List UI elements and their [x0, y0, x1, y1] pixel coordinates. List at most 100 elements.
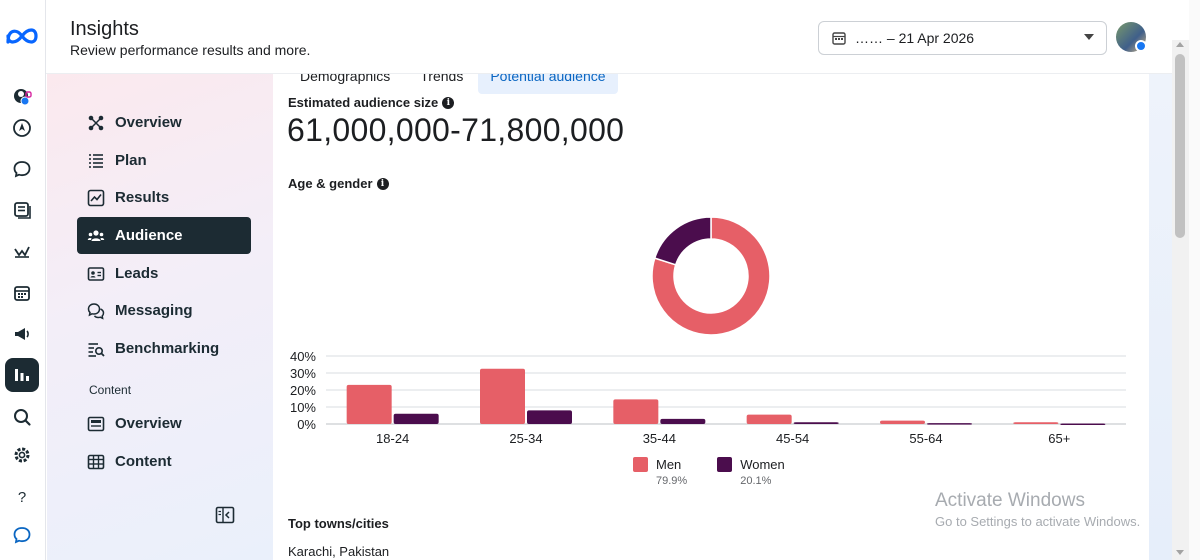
- content-scrollbar[interactable]: [1172, 40, 1189, 560]
- scroll-thumb[interactable]: [1175, 54, 1185, 238]
- bar-women-25-34[interactable]: [527, 410, 572, 424]
- id-card-icon: [87, 265, 105, 283]
- audience-tabs: Demographics Trends Potential audience: [285, 74, 618, 94]
- date-range-text: …… – 21 Apr 2026: [855, 30, 975, 46]
- tab-potential-audience[interactable]: Potential audience: [478, 74, 618, 94]
- y-tick-label: 30%: [290, 366, 316, 381]
- list-icon: [87, 152, 105, 170]
- content-overview-icon: [87, 415, 105, 433]
- global-nav-rail: ?: [0, 0, 46, 560]
- legend-swatch-men: [633, 457, 648, 472]
- town-item: Karachi, Pakistan: [288, 544, 390, 559]
- estimated-size-heading: Estimated audience size i: [288, 95, 455, 110]
- settings-icon[interactable]: [5, 438, 39, 472]
- bar-men-18-24[interactable]: [346, 384, 392, 424]
- section-label-content: Content: [89, 383, 132, 397]
- sidebar-item-leads[interactable]: Leads: [77, 255, 251, 292]
- sidebar-item-benchmarking[interactable]: Benchmarking: [77, 330, 251, 367]
- x-tick-label: 35-44: [643, 431, 676, 446]
- chart-legend: Men 79.9% Women 20.1%: [633, 457, 785, 487]
- top-towns-heading: Top towns/cities: [288, 516, 389, 531]
- sidebar-item-content[interactable]: Content: [77, 443, 251, 480]
- legend-pct-women: 20.1%: [740, 475, 772, 487]
- activate-windows-title: Activate Windows: [935, 490, 1085, 511]
- pages-icon[interactable]: [5, 193, 39, 227]
- calendar-icon: [832, 32, 846, 45]
- bar-men-65+[interactable]: [1013, 422, 1059, 424]
- bar-women-35-44[interactable]: [660, 418, 706, 424]
- megaphone-icon[interactable]: [5, 317, 39, 351]
- insights-icon[interactable]: [5, 358, 39, 392]
- estimated-size-label: Estimated audience size: [288, 95, 439, 110]
- search-icon[interactable]: [5, 400, 39, 434]
- gender-donut-chart: [651, 216, 771, 336]
- bar-men-35-44[interactable]: [613, 399, 659, 424]
- sidebar-item-messaging[interactable]: Messaging: [77, 292, 251, 329]
- date-range-picker[interactable]: …… – 21 Apr 2026: [818, 21, 1107, 55]
- feedback-icon[interactable]: [5, 518, 39, 552]
- x-tick-label: 65+: [1048, 431, 1070, 446]
- info-icon[interactable]: i: [376, 177, 389, 190]
- legend-item-men[interactable]: Men 79.9%: [633, 457, 687, 487]
- line-chart-icon: [87, 189, 105, 207]
- legend-pct-men: 79.9%: [656, 475, 688, 487]
- pie-slice-men[interactable]: [651, 216, 771, 336]
- page-subtitle: Review performance results and more.: [70, 42, 311, 58]
- y-tick-label: 10%: [290, 400, 316, 415]
- page-header: Insights Review performance results and …: [46, 0, 1172, 74]
- bar-men-25-34[interactable]: [480, 368, 525, 424]
- grid-table-icon: [87, 453, 105, 471]
- sidebar-item-content-overview[interactable]: Overview: [77, 405, 251, 442]
- legend-swatch-women: [717, 457, 733, 472]
- calendar-icon[interactable]: [5, 276, 39, 310]
- activate-windows-subtitle: Go to Settings to activate Windows.: [935, 514, 1141, 529]
- activity-icon[interactable]: [5, 234, 39, 268]
- meta-logo-icon[interactable]: [4, 22, 40, 50]
- compass-icon[interactable]: [5, 111, 39, 145]
- legend-item-women[interactable]: Women 20.1%: [717, 457, 785, 487]
- benchmark-icon: [87, 340, 105, 358]
- y-tick-label: 40%: [290, 349, 316, 364]
- age-bar-chart: 40% 30% 20% 10% 0% 18-24 25-34 35-44 45-54 55-64 6…: [290, 349, 1126, 446]
- sidebar-item-label: Audience: [115, 227, 183, 244]
- y-tick-label: 20%: [290, 383, 316, 398]
- page-scrollbar[interactable]: [1189, 0, 1200, 560]
- scroll-down-icon[interactable]: [1176, 550, 1184, 555]
- sidebar-item-label: Overview: [115, 114, 182, 131]
- svg-text:?: ?: [18, 489, 26, 506]
- people-icon: [87, 227, 105, 245]
- tab-demographics[interactable]: Demographics: [300, 74, 391, 84]
- bar-men-55-64[interactable]: [880, 420, 925, 424]
- x-tick-label: 45-54: [776, 431, 809, 446]
- bar-women-55-64[interactable]: [927, 423, 972, 425]
- sidebar-item-plan[interactable]: Plan: [77, 142, 251, 179]
- legend-label-men: Men: [656, 457, 682, 472]
- collapse-sidebar-icon[interactable]: [215, 506, 235, 524]
- account-switcher-icon[interactable]: [5, 80, 39, 114]
- sidebar-item-audience[interactable]: Audience: [77, 217, 251, 254]
- pie-slice-women[interactable]: [653, 216, 712, 266]
- page-title: Insights: [70, 18, 139, 40]
- sidebar-item-label: Benchmarking: [115, 340, 220, 357]
- chat-icon[interactable]: [5, 152, 39, 186]
- x-tick-label: 55-64: [909, 431, 942, 446]
- age-gender-heading: Age & gender i: [288, 176, 389, 191]
- sidebar-item-label: Content: [115, 453, 172, 470]
- legend-label-women: Women: [740, 457, 785, 472]
- bar-women-45-54[interactable]: [793, 422, 839, 424]
- tab-trends[interactable]: Trends: [420, 74, 464, 84]
- info-icon[interactable]: i: [442, 96, 455, 109]
- insights-sidebar: Overview Plan Results Audience Leads Mes…: [47, 74, 273, 560]
- bar-men-45-54[interactable]: [746, 414, 792, 424]
- sidebar-item-label: Results: [115, 189, 170, 206]
- x-tick-label: 18-24: [376, 431, 409, 446]
- bar-women-18-24[interactable]: [393, 413, 439, 424]
- bar-women-65+[interactable]: [1060, 423, 1106, 425]
- sidebar-item-overview[interactable]: Overview: [77, 104, 251, 141]
- help-icon[interactable]: ?: [5, 480, 39, 514]
- sidebar-item-results[interactable]: Results: [77, 179, 251, 216]
- facebook-badge-icon: [1135, 40, 1147, 52]
- sidebar-item-label: Overview: [115, 415, 182, 432]
- audience-card: Demographics Trends Potential audience E…: [273, 74, 1149, 560]
- scroll-up-icon[interactable]: [1176, 42, 1184, 47]
